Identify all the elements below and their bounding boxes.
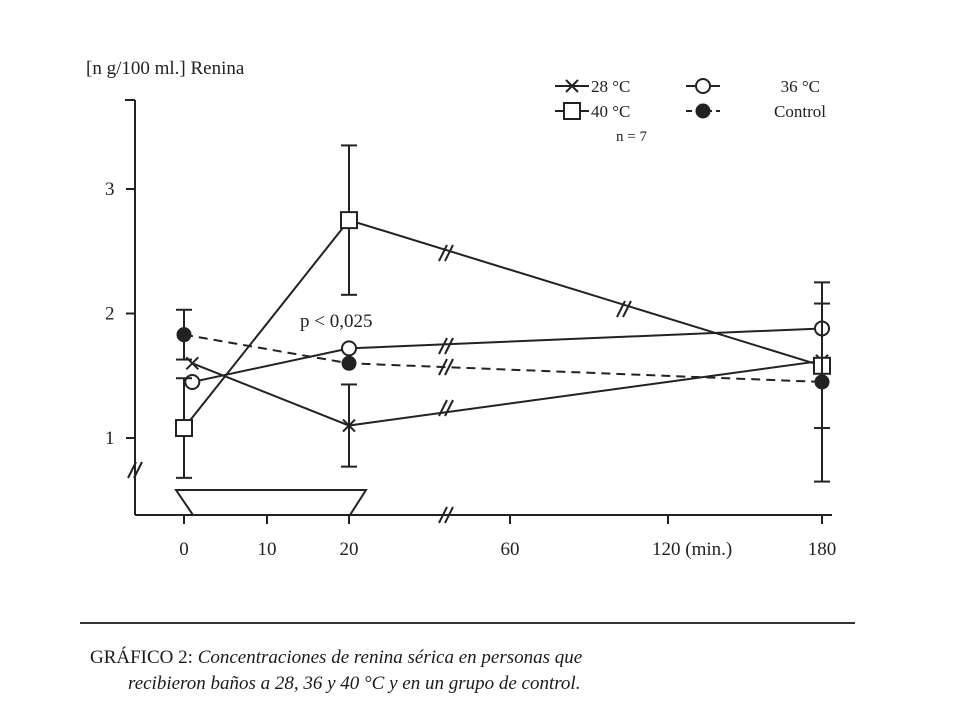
axis-breaks — [127, 244, 632, 524]
x-tick-label: 10 — [258, 539, 277, 560]
y-tick-label: 1 — [105, 428, 115, 449]
break-stroke — [444, 399, 454, 417]
data-point — [342, 418, 356, 433]
axes — [125, 99, 832, 516]
bath-period-shape — [174, 489, 368, 516]
series-break — [438, 244, 454, 262]
break-stroke — [622, 300, 632, 318]
caption-rule — [80, 622, 855, 624]
x-tick-label: 0 — [179, 539, 189, 560]
break-stroke — [438, 244, 448, 262]
y-tick-label: 3 — [105, 179, 115, 200]
legend-label: Control — [774, 102, 826, 121]
data-point — [176, 327, 192, 343]
caption-line-1: Concentraciones de renina sérica en pers… — [197, 647, 583, 668]
n-label: n = 7 — [616, 129, 647, 145]
data-point — [563, 102, 581, 120]
series-0 — [185, 354, 829, 468]
data-point — [695, 103, 711, 119]
break-stroke — [133, 461, 143, 479]
x-ticks: 0 10 20 60 120 (min.) 180 — [179, 515, 836, 560]
x-tick-label: 60 — [501, 539, 520, 560]
break-stroke — [444, 244, 454, 262]
x-tick-label: 20 — [340, 539, 359, 560]
legend-label: 28 °C — [591, 77, 630, 96]
series-line — [191, 359, 823, 427]
break-stroke — [444, 506, 454, 524]
y-ticks: 1 2 3 — [105, 179, 135, 449]
y-axis-break — [127, 461, 143, 479]
x-tick-label: 120 (min.) — [652, 539, 732, 560]
legend-label: 40 °C — [591, 102, 630, 121]
figure-caption: GRÁFICO 2: Concentraciones de renina sér… — [90, 645, 850, 697]
data-point — [185, 356, 200, 371]
break-stroke — [438, 337, 448, 355]
legend-item: 28 °C — [555, 77, 630, 96]
break-stroke — [127, 461, 137, 479]
y-axis-label: [n g/100 ml.] Renina — [86, 58, 245, 79]
data-point — [565, 79, 579, 93]
break-stroke — [438, 506, 448, 524]
series-line — [183, 218, 823, 429]
legend-item: 40 °C — [555, 102, 630, 121]
data-point — [695, 78, 711, 94]
data-point — [175, 419, 193, 438]
x-tick-label: 180 — [808, 539, 837, 560]
data-point — [340, 211, 358, 230]
legend: 28 °C 36 °C 40 °C Control — [555, 77, 826, 121]
series-break — [438, 337, 454, 355]
data-point — [184, 373, 201, 390]
p-value-annotation: p < 0,025 — [300, 311, 372, 332]
y-tick-label: 2 — [105, 304, 115, 325]
break-stroke — [444, 337, 454, 355]
data-point — [341, 340, 357, 357]
caption-label: GRÁFICO 2: — [90, 647, 193, 668]
legend-item: Control — [686, 102, 826, 121]
series-3 — [176, 281, 830, 483]
data-point — [341, 355, 357, 371]
series-group — [175, 144, 831, 483]
caption-line-2: recibieron baños a 28, 36 y 40 °C y en u… — [128, 673, 581, 694]
series-2 — [175, 144, 831, 479]
bath-period-bar — [174, 489, 368, 516]
break-stroke — [444, 358, 454, 376]
data-point — [814, 374, 830, 390]
series-1 — [184, 320, 830, 390]
legend-label: 36 °C — [781, 77, 820, 96]
legend-item: 36 °C — [686, 77, 820, 96]
x-axis-break — [438, 506, 454, 524]
